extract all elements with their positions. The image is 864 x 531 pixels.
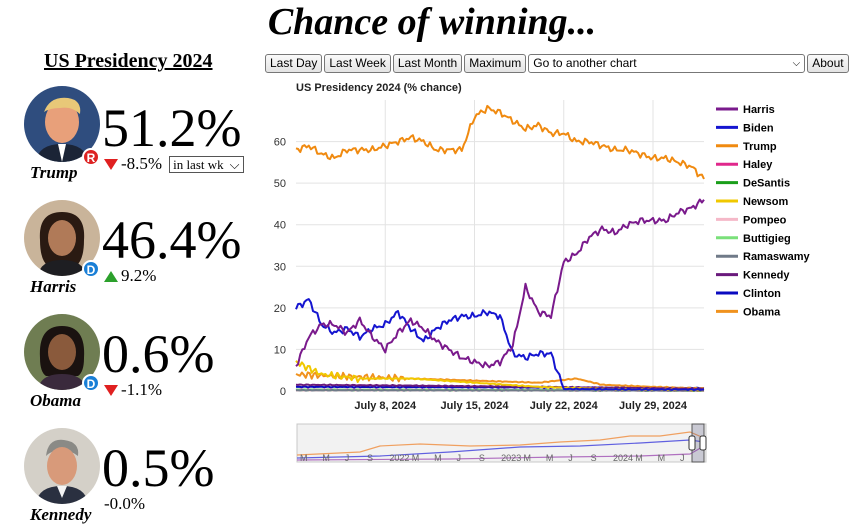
republican-badge-icon: R xyxy=(82,148,100,166)
chart-select-value: Go to another chart xyxy=(533,56,637,70)
x-tick-label: July 22, 2024 xyxy=(530,400,599,412)
navigator-tick-label: 2022 xyxy=(389,453,409,463)
page-title: Chance of winning... xyxy=(267,1,597,43)
avatar-trump xyxy=(24,86,100,162)
legend-label-trump: Trump xyxy=(743,141,777,153)
candidate-card-obama: D Obama 0.6% -1.1% xyxy=(24,314,264,424)
series-line-ramaswamy xyxy=(295,388,705,392)
legend-label-haley: Haley xyxy=(743,159,773,171)
candidate-card-trump: R Trump 51.2% -8.5% in last wk ⌵ xyxy=(24,86,264,196)
series-line-kennedy xyxy=(295,383,705,391)
navigator-tick-label: M xyxy=(524,453,532,463)
candidate-change: 9.2% xyxy=(104,266,156,286)
y-tick-label: 50 xyxy=(274,178,286,190)
legend-label-ramaswamy: Ramaswamy xyxy=(743,251,811,263)
y-tick-label: 40 xyxy=(274,220,286,232)
candidate-name: Trump xyxy=(30,163,78,182)
series-line-harris xyxy=(295,198,705,369)
change-value: -0.0% xyxy=(104,494,146,513)
last-week-button[interactable]: Last Week xyxy=(324,54,391,73)
candidate-percentage: 46.4% xyxy=(102,210,242,270)
y-tick-label: 10 xyxy=(274,344,286,356)
legend-label-desantis: DeSantis xyxy=(743,178,790,190)
navigator-tick-label: J xyxy=(456,453,461,463)
navigator-tick-label: J xyxy=(345,453,350,463)
change-value: -1.1% xyxy=(121,380,163,399)
candidate-change: -8.5% in last wk ⌵ xyxy=(104,154,244,174)
candidate-card-kennedy: Kennedy 0.5% -0.0% xyxy=(24,428,264,528)
legend-label-obama: Obama xyxy=(743,306,781,318)
y-tick-label: 20 xyxy=(274,303,286,315)
maximum-button[interactable]: Maximum xyxy=(464,54,527,73)
last-month-button[interactable]: Last Month xyxy=(392,54,463,73)
navigator-line-biden xyxy=(296,439,705,459)
navigator-tick-label: S xyxy=(591,453,597,463)
navigator-line-trump xyxy=(296,431,705,456)
navigator-tick-label: M xyxy=(434,453,442,463)
chevron-down-icon: ⌵ xyxy=(792,58,801,69)
candidate-change: -0.0% xyxy=(104,494,145,514)
toolbar: Last Day Last Week Last Month Maximum Go… xyxy=(265,54,849,73)
navigator-tick-label: M xyxy=(322,453,330,463)
candidate-percentage: 0.5% xyxy=(102,438,215,498)
navigator-tick-label: 2024 xyxy=(613,453,633,463)
navigator-tick-label: M xyxy=(300,453,308,463)
chart-title: US Presidency 2024 (% chance) xyxy=(296,82,462,94)
candidate-card-harris: D Harris 46.4% 9.2% xyxy=(24,200,264,310)
down-arrow-icon xyxy=(104,384,118,396)
avatar-kennedy xyxy=(24,428,100,504)
navigator-handle-right[interactable] xyxy=(699,435,707,451)
chevron-down-icon: ⌵ xyxy=(229,156,240,172)
candidate-name: Obama xyxy=(30,391,81,410)
navigator-tick-label: M xyxy=(546,453,554,463)
navigator-tick-label: S xyxy=(479,453,485,463)
up-arrow-icon xyxy=(104,270,118,282)
navigator-handle-left[interactable] xyxy=(688,435,696,451)
last-day-button[interactable]: Last Day xyxy=(265,54,323,73)
legend-label-buttigieg: Buttigieg xyxy=(743,233,791,245)
period-select[interactable]: in last wk ⌵ xyxy=(169,155,244,173)
democrat-badge-icon: D xyxy=(82,374,100,392)
candidate-percentage: 0.6% xyxy=(102,324,215,384)
democrat-badge-icon: D xyxy=(82,260,100,278)
navigator-tick-label: J xyxy=(568,453,573,463)
legend-label-clinton: Clinton xyxy=(743,288,781,300)
navigator-tick-label: 2023 xyxy=(501,453,521,463)
y-tick-label: 60 xyxy=(274,137,286,149)
navigator-tick-label: S xyxy=(367,453,373,463)
candidate-name: Harris xyxy=(30,277,77,296)
series-line-trump xyxy=(295,104,705,180)
about-button[interactable]: About xyxy=(807,54,849,73)
market-subtitle[interactable]: US Presidency 2024 xyxy=(44,50,213,72)
y-tick-label: 30 xyxy=(274,261,286,273)
legend-label-biden: Biden xyxy=(743,122,774,134)
legend-label-kennedy: Kennedy xyxy=(743,270,790,282)
chart-select[interactable]: Go to another chart ⌵ xyxy=(528,54,806,73)
down-arrow-icon xyxy=(104,158,118,170)
candidate-change: -1.1% xyxy=(104,380,162,400)
candidate-name: Kennedy xyxy=(30,505,92,524)
candidate-percentage: 51.2% xyxy=(102,98,242,158)
navigator-tick-label: J xyxy=(680,453,685,463)
navigator-tick-label: M xyxy=(658,453,666,463)
navigator-tick-label: M xyxy=(635,453,643,463)
x-tick-label: July 8, 2024 xyxy=(354,400,417,412)
x-tick-label: July 29, 2024 xyxy=(619,400,688,412)
legend-label-harris: Harris xyxy=(743,104,775,116)
x-tick-label: July 15, 2024 xyxy=(441,400,510,412)
series-line-biden xyxy=(295,298,704,392)
change-value: -8.5% xyxy=(121,154,163,173)
y-tick-label: 0 xyxy=(280,386,286,398)
legend-label-pompeo: Pompeo xyxy=(743,214,787,226)
period-select-value: in last wk xyxy=(173,156,224,172)
change-value: 9.2% xyxy=(121,266,157,285)
legend-label-newsom: Newsom xyxy=(743,196,788,208)
navigator-tick-label: M xyxy=(412,453,420,463)
